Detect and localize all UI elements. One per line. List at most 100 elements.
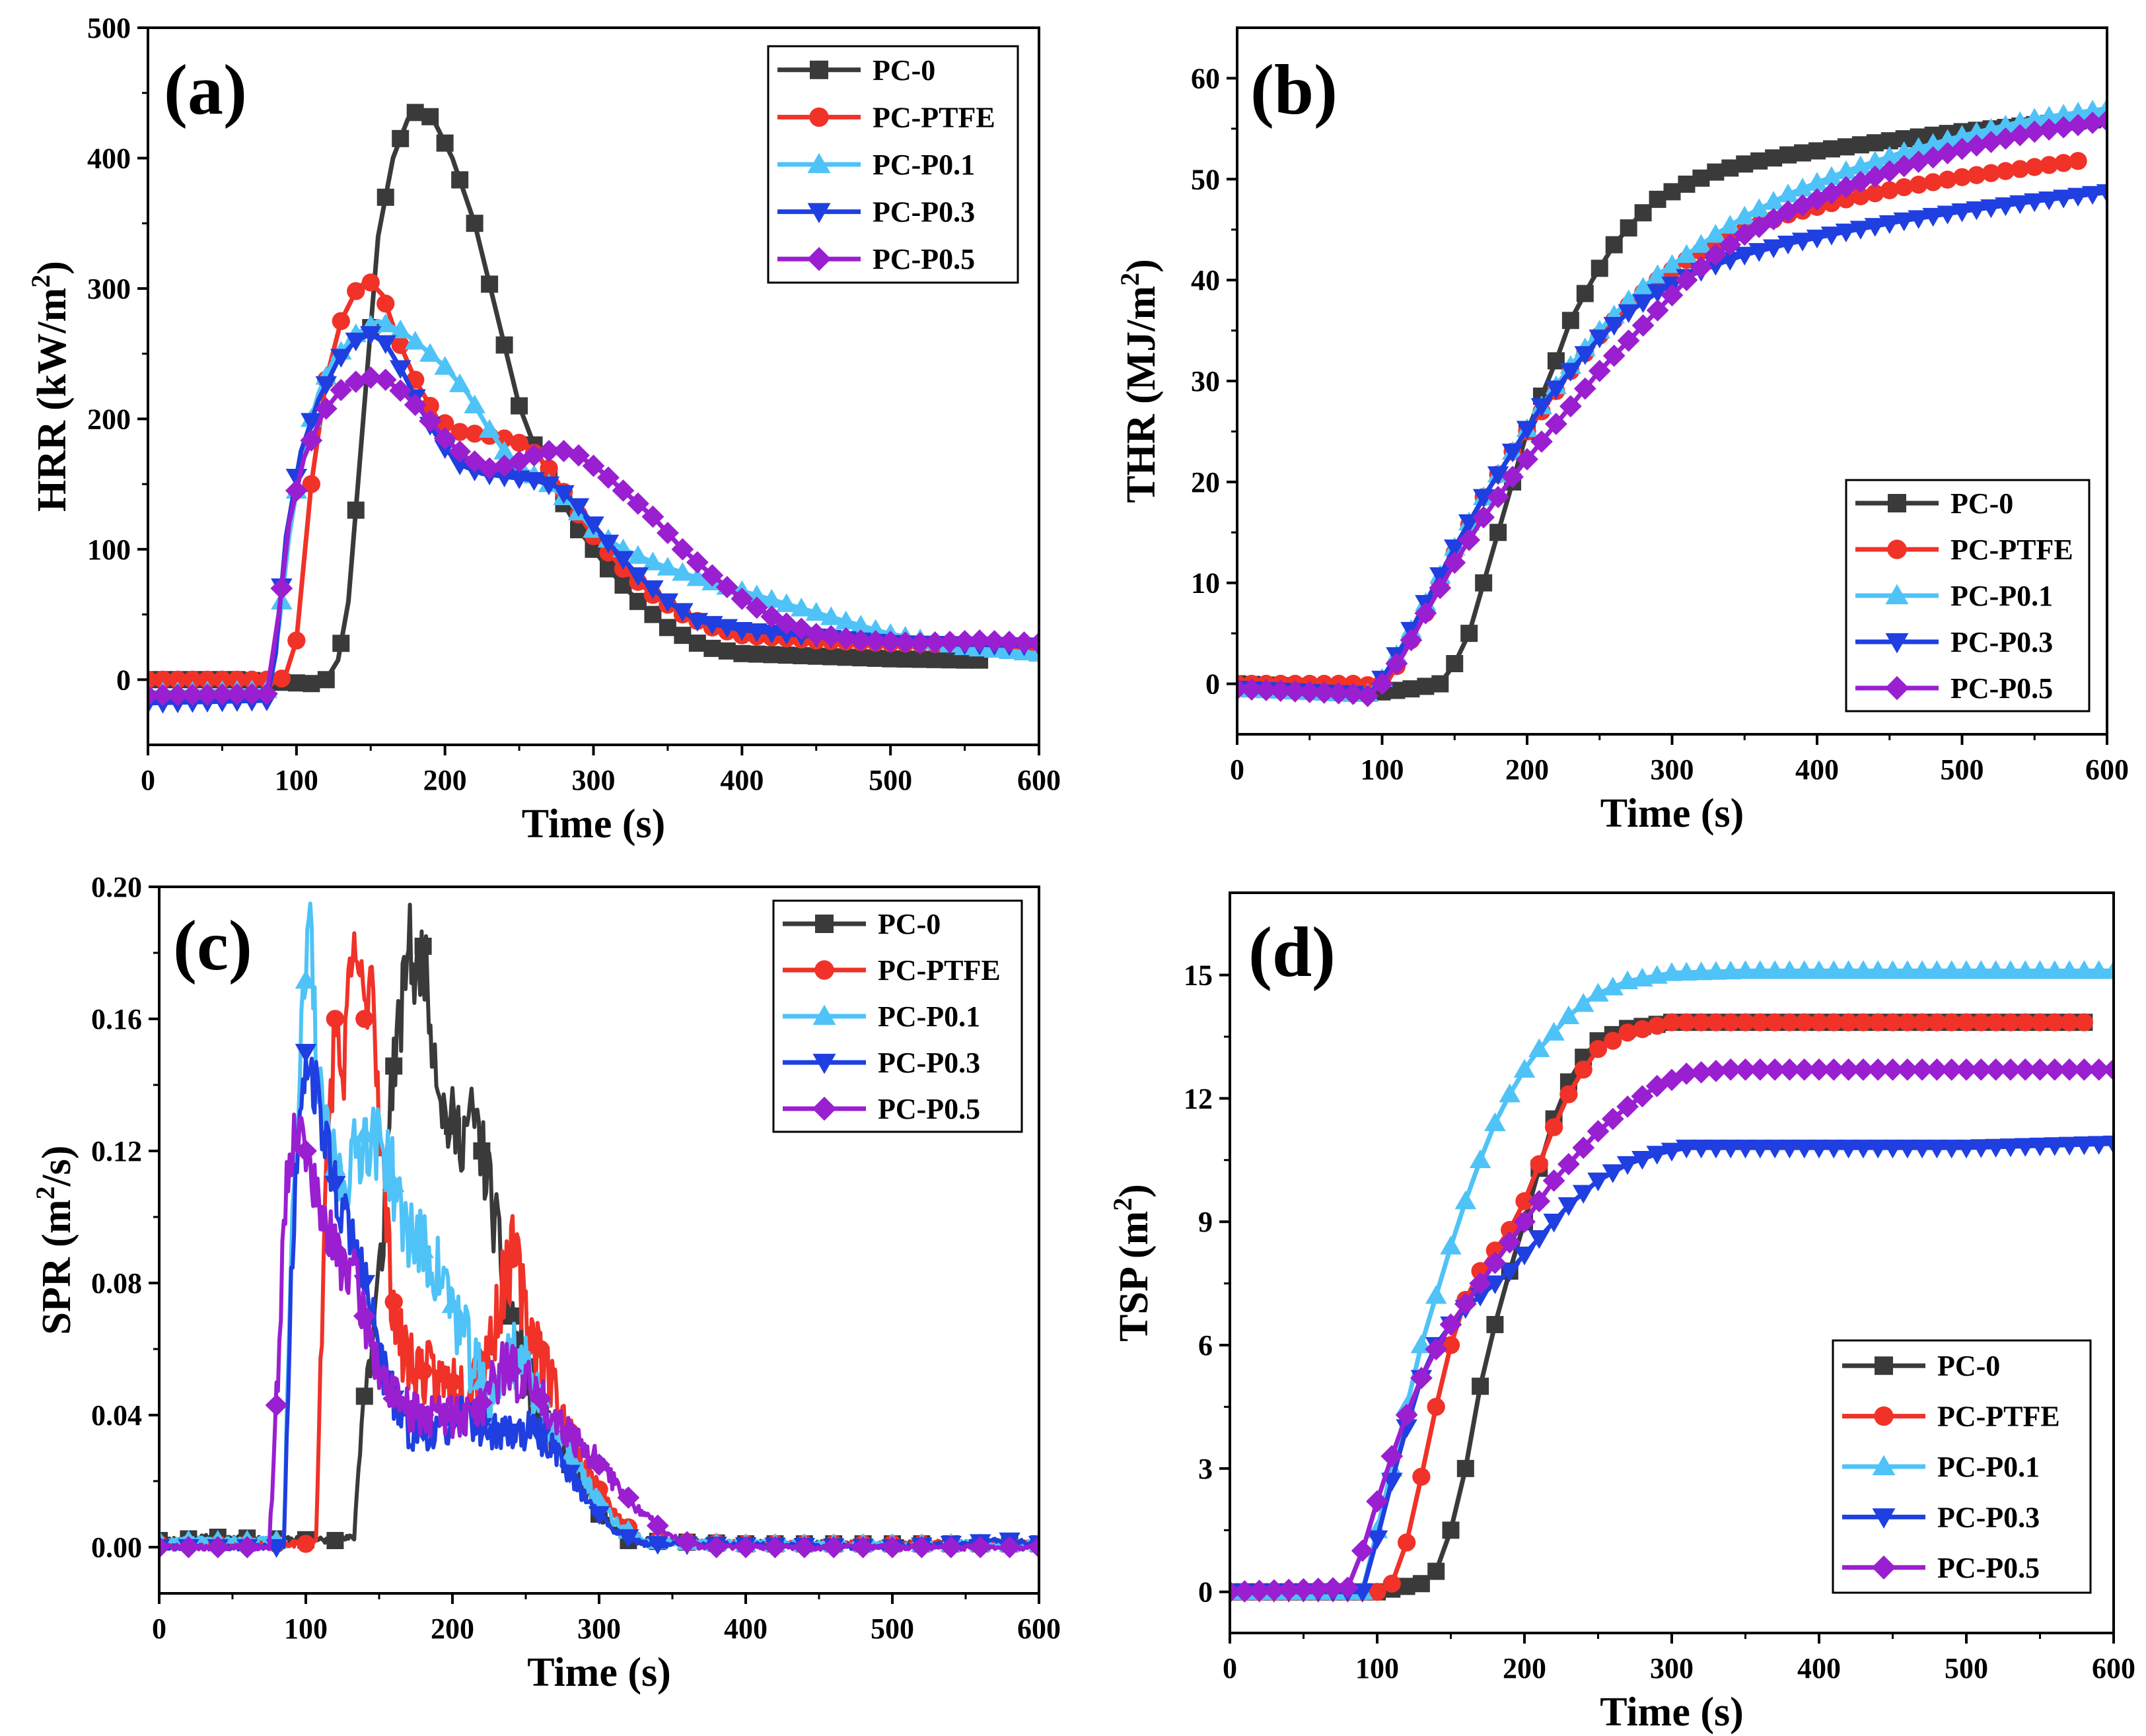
data-point-pc-p0-1 [1777,183,1799,203]
data-point-pc-p0-5 [1646,299,1669,322]
legend-label: PC-P0.5 [873,243,975,275]
data-point-pc-p0-3 [553,485,575,504]
data-point-pc-p0-5 [1516,448,1538,471]
legend-item-pc-p0-5: PC-P0.5 [1842,1552,2040,1584]
data-point-pc-p0-3 [1908,210,1929,229]
data-point-pc-p0-3 [1748,243,1770,262]
data-point-pc-p0-5 [1371,672,1394,695]
y-axis-title-end: ) [30,261,75,275]
legend-item-pc-0: PC-0 [1842,1350,2000,1382]
data-point-pc-p0-1 [1719,960,1742,980]
data-point-pc-ptfe [355,1010,374,1028]
data-point-pc-ptfe [1923,173,1943,191]
data-point-pc-0 [466,215,483,232]
data-point-pc-0 [1620,219,1637,237]
data-point-pc-p0-5 [1327,682,1350,705]
data-point-pc-p0-3 [538,476,560,495]
data-point-pc-0 [392,129,410,147]
data-point-pc-p0-3 [1602,1164,1624,1183]
data-point-pc-p0-5 [2014,1058,2037,1081]
data-point-pc-p0-1 [1587,983,1609,1002]
panel-label: (a) [164,51,247,129]
data-point-pc-p0-3 [1735,1139,1756,1159]
data-point-pc-p0-5 [1822,1058,1845,1081]
data-point-pc-p0-1 [1838,960,1859,979]
legend-label: PC-0 [878,908,941,940]
data-point-pc-ptfe [302,475,320,493]
data-point-pc-p0-5 [1984,1058,2007,1081]
data-point-pc-ptfe [1604,1031,1622,1050]
data-point-pc-ptfe [1869,1013,1887,1031]
data-point-pc-p0-3 [1719,1139,1742,1159]
data-point-pc-p0-5 [612,479,635,502]
data-point-pc-p0-1 [1749,960,1771,979]
data-point-pc-p0-5 [1336,1576,1359,1599]
data-point-pc-p0-5 [419,409,442,433]
data-point-pc-p0-3 [345,332,367,352]
data-point-pc-p0-1 [382,1173,405,1193]
data-point-pc-p0-1 [1867,960,1889,979]
data-point-pc-0 [1678,175,1696,193]
data-point-pc-p0-3 [500,1423,522,1443]
chart-panel-c: 0 100 200 300 400 500 600 0.00 0.04 0.08 0.12 0.16 0… [30,871,1061,1695]
data-point-pc-ptfe [1515,1192,1534,1210]
data-point-pc-ptfe [1910,176,1928,194]
data-point-pc-0 [1866,134,1884,152]
data-point-pc-p0-3 [1838,1139,1859,1159]
data-point-pc-p0-3 [1820,226,1843,246]
legend-label: PC-PTFE [873,101,995,133]
data-point-pc-p0-5 [849,629,873,652]
legend-item-pc-ptfe: PC-PTFE [777,101,995,133]
data-point-pc-p0-1 [642,551,664,571]
data-point-pc-ptfe [1397,1533,1416,1552]
data-point-pc-p0-3 [775,625,798,645]
data-point-pc-p0-1 [1557,1005,1580,1025]
data-point-pc-p0-5 [295,1140,317,1162]
data-point-pc-p0-5 [1734,1058,1757,1081]
data-point-pc-p0-5 [1469,1272,1491,1295]
data-point-pc-ptfe [1427,1397,1445,1416]
data-point-pc-0 [1721,159,1739,177]
data-point-pc-0 [1402,680,1420,698]
data-point-pc-p0-1 [1602,976,1624,996]
data-point-pc-p0-1 [1705,961,1727,980]
data-point-pc-0 [406,104,424,122]
data-point-pc-p0-5 [177,1536,200,1558]
data-point-pc-p0-3 [1882,1139,1904,1159]
data-point-pc-p0-5 [2043,1058,2066,1081]
data-point-pc-p0-1 [1469,1149,1491,1168]
legend-marker [1874,1406,1894,1426]
data-point-pc-ptfe [1854,1013,1873,1031]
data-point-pc-p0-5 [2102,1058,2114,1081]
data-point-pc-p0-5 [968,629,991,652]
data-point-pc-p0-5 [764,1536,787,1558]
data-point-pc-p0-5 [324,1239,347,1261]
data-point-pc-ptfe [436,414,454,433]
data-point-pc-ptfe [2075,1013,2094,1031]
x-tick-label: 200 [431,1613,474,1645]
y-tick-label: 12 [1184,1082,1213,1115]
data-point-pc-ptfe [465,425,484,443]
data-point-pc-p0-3 [330,349,352,368]
y-tick-label: 0.20 [91,871,142,903]
data-point-pc-0 [1486,1315,1504,1333]
data-point-pc-p0-5 [166,683,189,707]
data-point-pc-p0-1 [1764,960,1786,979]
data-point-pc-p0-3 [389,360,411,379]
data-point-pc-0 [1837,138,1855,156]
data-point-pc-p0-3 [1632,294,1654,314]
data-point-pc-p0-1 [464,394,485,414]
data-point-pc-p0-3 [1808,1139,1830,1159]
data-point-pc-p0-5 [909,632,932,654]
legend-label: PC-P0.3 [878,1047,980,1079]
data-point-pc-ptfe [1851,187,1870,205]
legend-label: PC-P0.5 [1950,672,2053,705]
data-point-pc-ptfe [1648,1016,1666,1035]
data-point-pc-p0-1 [1791,178,1814,197]
data-point-pc-0 [822,648,840,666]
data-point-pc-p0-5 [969,1536,992,1558]
data-point-pc-0 [777,646,795,664]
data-point-pc-ptfe [1707,1013,1725,1031]
chart-panel-d: 0 100 200 300 400 500 600 0 3 6 9 12 15 Time (s) TSP (… [1108,891,2135,1735]
